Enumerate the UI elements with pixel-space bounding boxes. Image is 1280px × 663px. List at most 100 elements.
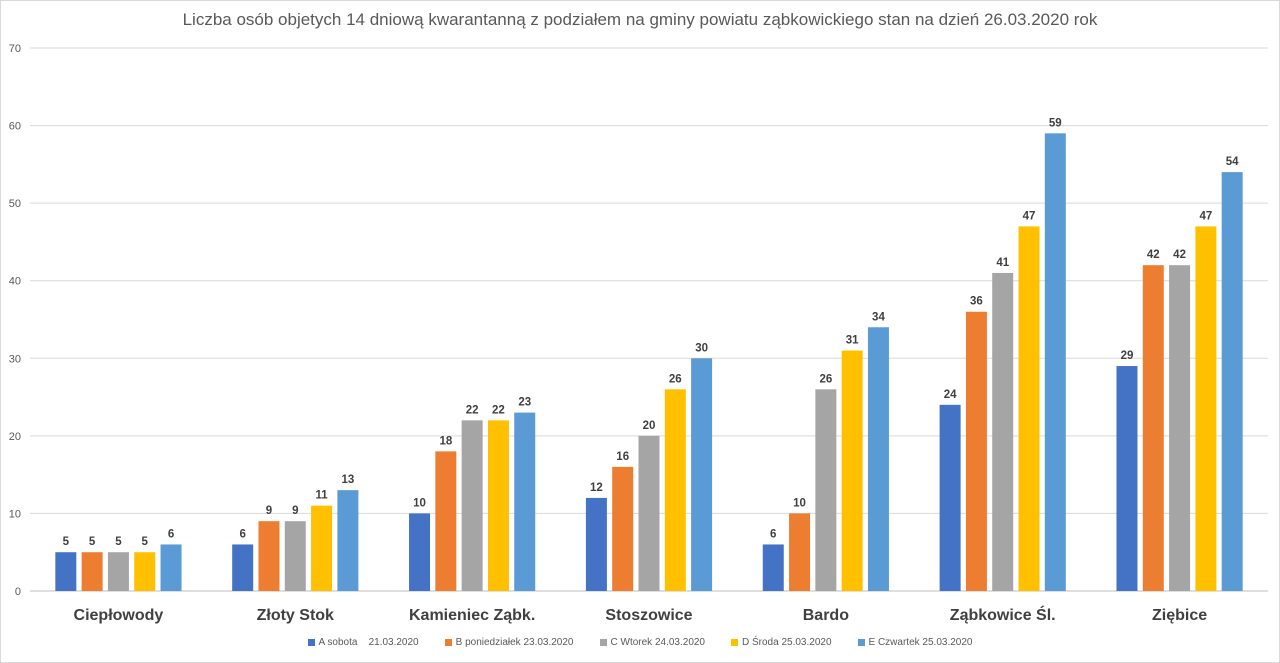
y-tick-label: 50: [9, 198, 21, 210]
bar: [409, 513, 431, 591]
data-label: 6: [770, 528, 776, 540]
bar: [1221, 172, 1243, 591]
bar: [160, 544, 182, 591]
data-label: 54: [1226, 156, 1239, 168]
data-label: 30: [695, 342, 708, 354]
bar: [107, 552, 129, 591]
bar: [638, 435, 660, 591]
legend-label: A sobota 21.03.2020: [318, 637, 419, 648]
bar: [585, 497, 607, 591]
legend-item: D Środa 25.03.2020: [731, 637, 832, 648]
category-label: Ząbkowice Śl.: [950, 605, 1056, 624]
y-tick-label: 30: [9, 353, 21, 365]
data-label: 10: [413, 497, 426, 509]
data-label: 9: [266, 505, 272, 517]
bar: [487, 420, 509, 591]
bar: [664, 389, 686, 591]
data-label: 20: [643, 420, 656, 432]
bar: [762, 544, 784, 591]
bar: [939, 404, 961, 591]
y-tick-label: 0: [15, 586, 21, 598]
bar: [435, 451, 457, 591]
bar: [81, 552, 103, 591]
legend-swatch: [307, 639, 315, 646]
y-tick-label: 20: [9, 431, 21, 443]
legend-label: D Środa 25.03.2020: [742, 637, 832, 648]
data-label: 41: [996, 257, 1009, 269]
data-label: 18: [439, 435, 452, 447]
bar: [992, 272, 1014, 591]
legend-swatch: [857, 639, 865, 646]
data-label: 42: [1147, 249, 1160, 261]
data-label: 10: [793, 497, 806, 509]
data-label: 6: [168, 528, 174, 540]
y-tick-label: 70: [9, 43, 21, 55]
data-label: 24: [944, 389, 957, 401]
data-label: 16: [616, 451, 629, 463]
data-label: 22: [492, 404, 505, 416]
bar: [1169, 265, 1191, 591]
data-label: 26: [669, 373, 682, 385]
category-label: Stoszowice: [605, 607, 692, 624]
bar: [612, 466, 634, 591]
data-label: 26: [819, 373, 832, 385]
data-label: 5: [142, 536, 149, 548]
bar: [841, 350, 863, 591]
category-label: Ziębice: [1152, 607, 1207, 624]
data-label: 23: [518, 397, 531, 409]
bar: [815, 389, 837, 591]
bar: [867, 327, 889, 591]
data-label: 36: [970, 296, 983, 308]
legend-swatch: [731, 639, 738, 646]
data-label: 29: [1121, 350, 1134, 362]
data-label: 5: [63, 536, 70, 548]
bar: [134, 552, 156, 591]
chart-title: Liczba osób objetych 14 dniową kwarantan…: [182, 10, 1098, 29]
legend-label: C Wtorek 24.03.2020: [610, 637, 706, 648]
y-tick-label: 60: [9, 121, 21, 133]
bar: [284, 521, 306, 591]
bar: [1018, 226, 1040, 591]
data-label: 5: [115, 536, 122, 548]
bar: [789, 513, 811, 591]
bar: [258, 521, 280, 591]
category-label: Bardo: [803, 607, 849, 624]
data-label: 59: [1049, 117, 1062, 129]
data-label: 47: [1023, 210, 1036, 222]
bar: [1142, 265, 1164, 591]
y-tick-label: 40: [9, 276, 21, 288]
bar: [461, 420, 483, 591]
y-tick-label: 10: [9, 508, 21, 520]
data-label: 9: [292, 505, 298, 517]
bar: [337, 490, 359, 591]
bar: [965, 311, 987, 591]
legend-label: B poniedziałek 23.03.2020: [455, 637, 574, 648]
bar: [1116, 366, 1138, 591]
category-label: Ciepłowody: [74, 607, 164, 624]
legend-label: E Czwartek 25.03.2020: [868, 637, 973, 648]
bar: [55, 552, 77, 591]
data-label: 31: [846, 335, 859, 347]
data-label: 47: [1199, 210, 1212, 222]
bar: [311, 505, 333, 591]
bar: [232, 544, 254, 591]
data-label: 6: [239, 528, 245, 540]
category-label: Kamieniec Ząbk.: [409, 607, 535, 624]
legend: A sobota 21.03.2020 B poniedziałek 23.03.…: [0, 637, 1280, 648]
data-label: 11: [315, 490, 328, 502]
bar: [691, 358, 713, 591]
data-label: 42: [1173, 249, 1186, 261]
data-label: 5: [89, 536, 96, 548]
bar: [1195, 226, 1217, 591]
legend-item: C Wtorek 24.03.2020: [599, 637, 706, 648]
legend-item: A sobota 21.03.2020: [307, 637, 419, 648]
legend-item: B poniedziałek 23.03.2020: [444, 637, 574, 648]
bar: [514, 412, 536, 591]
legend-swatch: [444, 639, 452, 646]
data-label: 22: [466, 404, 479, 416]
data-label: 12: [590, 482, 603, 494]
category-label: Złoty Stok: [257, 607, 334, 624]
data-label: 13: [341, 474, 354, 486]
data-label: 34: [872, 311, 885, 323]
